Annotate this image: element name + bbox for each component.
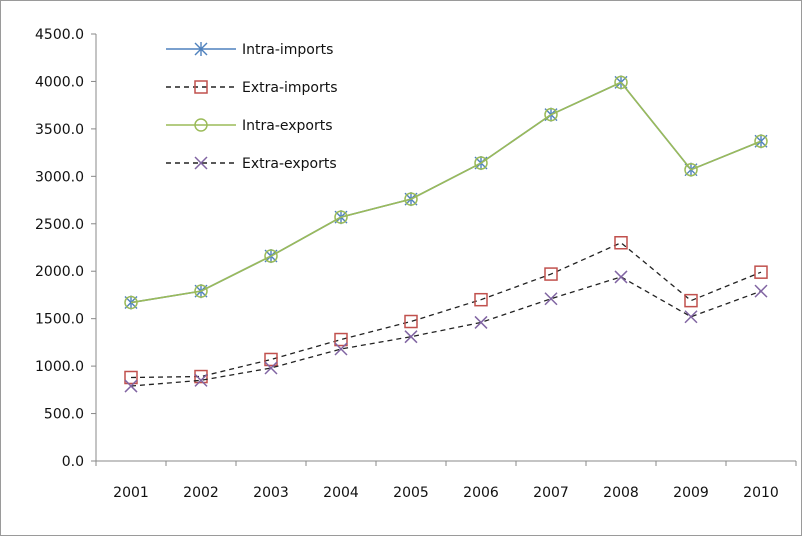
legend-entry: Intra-exports bbox=[166, 118, 333, 134]
legend-marker bbox=[194, 118, 208, 132]
x-tick-label: 2010 bbox=[743, 485, 779, 501]
data-point bbox=[474, 315, 488, 329]
y-tick-label: 500.0 bbox=[44, 407, 84, 423]
series-intra-exports bbox=[124, 75, 768, 310]
data-point bbox=[754, 265, 768, 279]
legend-label: Extra-exports bbox=[242, 156, 337, 172]
y-tick-label: 3000.0 bbox=[35, 169, 84, 185]
y-tick-label: 4500.0 bbox=[35, 27, 84, 43]
data-point bbox=[754, 284, 768, 298]
legend-marker bbox=[194, 156, 208, 170]
data-point bbox=[544, 107, 558, 122]
series-line bbox=[130, 81, 762, 304]
legend-marker bbox=[194, 80, 208, 94]
series-extra-exports bbox=[124, 270, 768, 393]
data-point bbox=[404, 330, 418, 344]
x-tick-label: 2008 bbox=[603, 485, 639, 501]
y-tick-label: 0.0 bbox=[62, 454, 84, 470]
y-tick-label: 2000.0 bbox=[35, 264, 84, 280]
y-tick-label: 4000.0 bbox=[35, 74, 84, 90]
data-point bbox=[124, 379, 138, 393]
y-tick-label: 3500.0 bbox=[35, 122, 84, 138]
data-point bbox=[684, 162, 698, 177]
data-point bbox=[474, 292, 488, 307]
data-point bbox=[614, 75, 628, 90]
legend-label: Intra-exports bbox=[242, 118, 333, 134]
legend-label: Extra-imports bbox=[242, 80, 338, 96]
data-point bbox=[194, 284, 208, 298]
x-tick-label: 2004 bbox=[323, 485, 359, 501]
data-point bbox=[334, 210, 348, 224]
series-line bbox=[130, 241, 762, 379]
x-tick-label: 2001 bbox=[113, 485, 149, 501]
y-axis-ticks: 0.0 500.0 1000.0 1500.0 2000.0 2500.0 3000.0 35… bbox=[35, 27, 96, 470]
data-point bbox=[614, 270, 628, 284]
y-tick-label: 1500.0 bbox=[35, 312, 84, 328]
axes bbox=[95, 34, 796, 462]
data-point bbox=[264, 249, 278, 263]
series-line bbox=[130, 276, 762, 387]
data-point bbox=[614, 236, 628, 250]
data-point bbox=[404, 314, 418, 329]
data-point bbox=[334, 332, 348, 347]
data-point bbox=[754, 134, 768, 148]
data-point bbox=[684, 293, 698, 308]
data-point bbox=[264, 361, 278, 375]
data-point bbox=[194, 369, 208, 384]
legend: Intra-imports Extra-imports Intra-exports E… bbox=[166, 42, 338, 172]
data-point bbox=[194, 373, 208, 387]
x-tick-label: 2007 bbox=[533, 485, 569, 501]
legend-entry: Extra-imports bbox=[166, 80, 338, 96]
x-tick-label: 2002 bbox=[183, 485, 219, 501]
x-tick-label: 2006 bbox=[463, 485, 499, 501]
x-tick-label: 2003 bbox=[253, 485, 289, 501]
x-axis-ticks: 2001 2002 2003 2004 2005 2006 2007 2008 2009 2010 bbox=[95, 461, 797, 501]
legend-entry: Intra-imports bbox=[166, 42, 333, 58]
x-tick-label: 2009 bbox=[673, 485, 709, 501]
data-point bbox=[544, 267, 558, 281]
data-point bbox=[474, 156, 488, 170]
data-point bbox=[404, 192, 418, 206]
series-layer bbox=[124, 75, 768, 393]
y-tick-label: 2500.0 bbox=[35, 217, 84, 233]
y-tick-label: 1000.0 bbox=[35, 359, 84, 375]
legend-marker bbox=[194, 42, 208, 56]
data-point bbox=[124, 295, 138, 310]
series-line bbox=[130, 81, 762, 304]
x-tick-label: 2005 bbox=[393, 485, 429, 501]
legend-label: Intra-imports bbox=[242, 42, 333, 58]
data-point bbox=[264, 352, 278, 367]
data-point bbox=[684, 310, 698, 324]
series-extra-imports bbox=[124, 236, 768, 385]
data-point bbox=[124, 370, 138, 385]
legend-entry: Extra-exports bbox=[166, 156, 337, 172]
series-intra-imports bbox=[124, 75, 768, 310]
data-point bbox=[334, 342, 348, 356]
data-point bbox=[544, 292, 558, 306]
